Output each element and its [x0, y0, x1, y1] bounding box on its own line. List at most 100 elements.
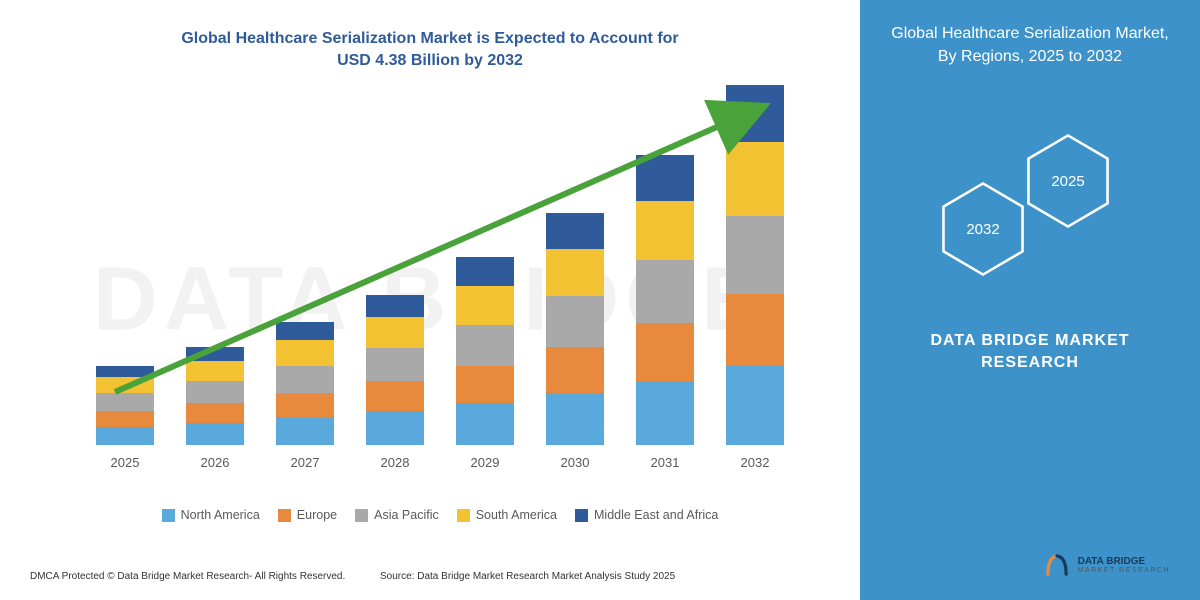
brand-label: DATA BRIDGE MARKET RESEARCH [860, 330, 1200, 375]
bar [96, 366, 154, 445]
brand-line2: RESEARCH [981, 354, 1079, 371]
bar-group: 2029 [440, 257, 530, 470]
legend-item: North America [162, 508, 260, 522]
bar-segment [96, 393, 154, 411]
hexagon-graphic: 2032 2025 [930, 130, 1150, 290]
bar-segment [546, 249, 604, 296]
legend-label: Europe [297, 508, 337, 522]
bar-segment [456, 403, 514, 445]
bar-group: 2031 [620, 155, 710, 470]
legend-swatch [355, 509, 368, 522]
bar-segment [186, 403, 244, 423]
bar-segment [366, 317, 424, 348]
legend-swatch [162, 509, 175, 522]
bar-segment [726, 142, 784, 216]
x-axis-label: 2029 [471, 455, 500, 470]
x-axis-label: 2031 [651, 455, 680, 470]
legend-label: North America [181, 508, 260, 522]
legend-label: Middle East and Africa [594, 508, 718, 522]
right-panel-title: Global Healthcare Serialization Market, … [860, 22, 1200, 68]
bar-segment [726, 216, 784, 294]
bar [546, 213, 604, 445]
bar-group: 2026 [170, 347, 260, 470]
bar-segment [96, 411, 154, 427]
bar-segment [636, 201, 694, 260]
bar [276, 322, 334, 445]
bar-segment [636, 381, 694, 445]
bar-group: 2027 [260, 322, 350, 470]
legend: North America Europe Asia Pacific South Ame… [80, 508, 800, 522]
footer-source: Source: Data Bridge Market Research Mark… [380, 571, 675, 582]
logo-text-bottom: MARKET RESEARCH [1078, 567, 1170, 574]
bar-segment [636, 323, 694, 381]
x-axis-label: 2027 [291, 455, 320, 470]
bar-segment [276, 340, 334, 365]
legend-label: South America [476, 508, 557, 522]
x-axis-label: 2032 [741, 455, 770, 470]
bar-segment [456, 325, 514, 366]
legend-swatch [575, 509, 588, 522]
x-axis-label: 2026 [201, 455, 230, 470]
bar-segment [96, 366, 154, 377]
legend-item: South America [457, 508, 557, 522]
bar-segment [276, 322, 334, 340]
bar-group: 2025 [80, 366, 170, 470]
bar [456, 257, 514, 445]
right-panel: Global Healthcare Serialization Market, … [860, 0, 1200, 600]
bar-segment [456, 257, 514, 286]
bar [636, 155, 694, 445]
bar-segment [186, 347, 244, 361]
footer-dmca: DMCA Protected © Data Bridge Market Rese… [30, 571, 345, 582]
bar-segment [366, 381, 424, 411]
x-axis-label: 2028 [381, 455, 410, 470]
legend-item: Europe [278, 508, 337, 522]
bar-segment [276, 366, 334, 393]
bar-segment [726, 294, 784, 366]
legend-swatch [457, 509, 470, 522]
bar-segment [96, 427, 154, 445]
logo-text-top: DATA BRIDGE [1078, 556, 1170, 567]
x-axis-label: 2025 [111, 455, 140, 470]
hex-label-0: 2032 [966, 221, 999, 238]
legend-item: Asia Pacific [355, 508, 439, 522]
bars-row: 2025 2026 2027 2028 2029 2030 2031 2032 [80, 90, 800, 470]
logo-mark-icon [1044, 552, 1070, 578]
bar-segment [366, 411, 424, 445]
bar [366, 295, 424, 446]
legend-item: Middle East and Africa [575, 508, 718, 522]
bar-segment [366, 295, 424, 318]
x-axis-label: 2030 [561, 455, 590, 470]
bar-segment [186, 361, 244, 381]
chart-area: 2025 2026 2027 2028 2029 2030 2031 2032 [80, 90, 800, 470]
bar-segment [456, 286, 514, 324]
bar-segment [546, 393, 604, 445]
hexagon-2032: 2032 [940, 180, 1026, 278]
bar-group: 2032 [710, 85, 800, 470]
main-panel: DATA BRIDGE Global Healthcare Serializat… [0, 0, 860, 600]
brand-line1: DATA BRIDGE MARKET [930, 332, 1129, 349]
bar-segment [276, 417, 334, 445]
bar-group: 2028 [350, 295, 440, 471]
chart-title-line2: USD 4.38 Billion by 2032 [337, 52, 523, 69]
bar-segment [546, 296, 604, 347]
bar-segment [276, 393, 334, 418]
databridge-logo: DATA BRIDGE MARKET RESEARCH [1044, 552, 1170, 578]
legend-swatch [278, 509, 291, 522]
bar-segment [636, 155, 694, 201]
bar-segment [726, 85, 784, 142]
legend-label: Asia Pacific [374, 508, 439, 522]
bar-group: 2030 [530, 213, 620, 470]
hexagon-2025: 2025 [1025, 132, 1111, 230]
bar [186, 347, 244, 445]
bar-segment [546, 347, 604, 394]
bar [726, 85, 784, 445]
bar-segment [456, 366, 514, 404]
bar-segment [366, 348, 424, 381]
bar-segment [636, 260, 694, 323]
bar-segment [186, 381, 244, 403]
chart-title: Global Healthcare Serialization Market i… [0, 28, 860, 71]
bar-segment [186, 423, 244, 445]
logo-text-wrap: DATA BRIDGE MARKET RESEARCH [1078, 556, 1170, 574]
bar-segment [546, 213, 604, 249]
bar-segment [96, 377, 154, 393]
